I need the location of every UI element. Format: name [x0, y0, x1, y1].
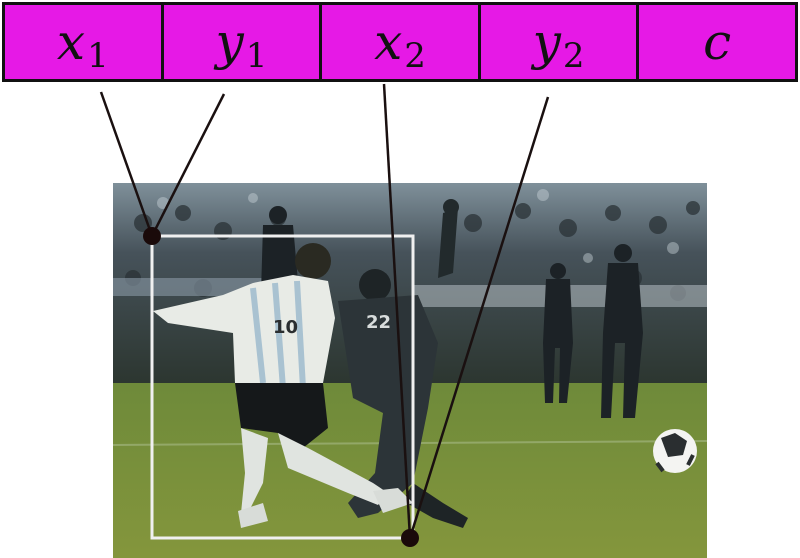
striker-jersey-number: 10	[273, 317, 298, 338]
field-x2-main: x	[374, 13, 403, 71]
soccer-photo: 22 10	[113, 183, 707, 558]
striker-player: 10	[153, 243, 413, 528]
connector-x2	[382, 83, 412, 539]
field-x2-sub: 2	[404, 36, 426, 76]
field-x1-main: x	[56, 13, 86, 71]
soccer-photo-illustration: 22 10	[113, 183, 707, 558]
bottom-right-corner-point	[401, 529, 419, 547]
connector-lines	[99, 83, 550, 539]
field-y1-sub: 1	[245, 36, 268, 76]
connector-y2	[408, 96, 550, 539]
field-y2-main: y	[532, 13, 561, 71]
bounding-box	[150, 234, 415, 540]
top-left-corner-point	[143, 227, 161, 245]
field-class-main: c	[703, 13, 732, 71]
connector-y1	[150, 93, 226, 237]
field-y2-sub: 2	[562, 36, 585, 76]
connector-x1	[99, 91, 154, 237]
soccer-ball	[653, 429, 697, 473]
field-class: c	[639, 5, 795, 79]
field-x1-sub: 1	[87, 36, 109, 76]
field-y1-main: y	[215, 13, 244, 71]
defender-jersey-number: 22	[366, 312, 391, 333]
